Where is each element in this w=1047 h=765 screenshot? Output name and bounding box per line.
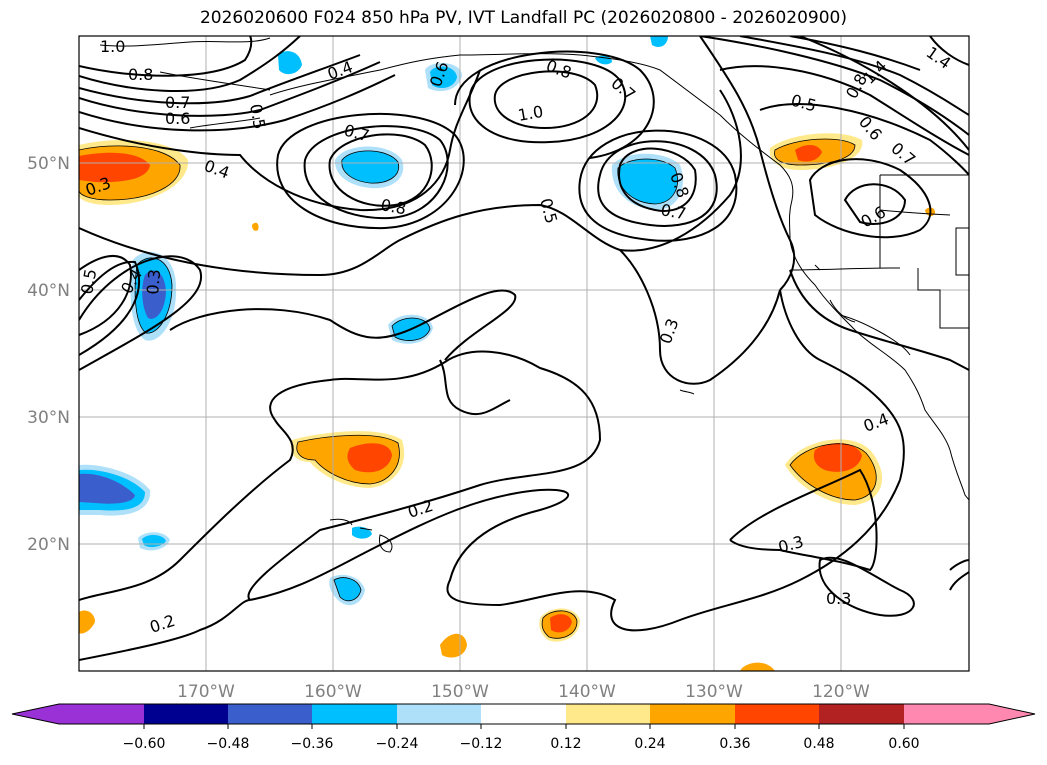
colorbar-segment [59, 704, 144, 724]
colorbar-segment [566, 704, 650, 724]
contour-label: 0.4 [325, 57, 355, 84]
colorbar-tick: −0.60 [123, 736, 166, 752]
lon-label-130w: 130°W [685, 682, 743, 702]
colorbar-tick: −0.12 [460, 736, 503, 752]
coastline-map [99, 37, 969, 553]
colorbar-segment [144, 704, 228, 724]
contour-label: 0.3 [826, 589, 851, 608]
contour-label: 0.8 [128, 65, 153, 84]
lat-label-30n: 30°N [27, 408, 70, 428]
pv-contours [79, 36, 969, 661]
colorbar-segment [819, 704, 904, 724]
colorbar-segment [228, 704, 312, 724]
colorbar-tick: 0.36 [719, 736, 750, 752]
graticule [79, 36, 969, 671]
contour-label: 0.6 [165, 109, 190, 128]
contour-label: 0.3 [143, 268, 164, 295]
colorbar: −0.60 −0.48 −0.36 −0.24 −0.12 0.12 0.24 … [11, 703, 1036, 752]
lat-label-50n: 50°N [27, 154, 70, 174]
lat-label-40n: 40°N [27, 281, 70, 301]
lon-label-160w: 160°W [304, 682, 362, 702]
contour-label: 1.0 [100, 37, 125, 56]
contour-label: 0.4 [861, 409, 891, 436]
colorbar-segment [397, 704, 481, 724]
contour-label: 0.3 [656, 316, 683, 346]
colorbar-tick: 0.24 [634, 736, 665, 752]
colorbar-outline [11, 703, 1036, 725]
colorbar-segment [904, 704, 989, 724]
contour-label: 0.5 [246, 102, 269, 130]
colorbar-min-arrow [12, 704, 59, 724]
contour-label: 0.3 [776, 532, 806, 557]
colorbar-segment [735, 704, 819, 724]
map-title: 2026020600 F024 850 hPa PV, IVT Landfall… [199, 8, 847, 28]
colorbar-segment [650, 704, 735, 724]
longitude-labels: 170°W 160°W 150°W 140°W 130°W 120°W [177, 682, 870, 702]
map-frame [78, 35, 970, 672]
contour-label: 0.7 [165, 93, 190, 112]
lon-label-150w: 150°W [431, 682, 489, 702]
contour-label: 0.7 [342, 121, 372, 146]
colorbar-tick: −0.36 [291, 736, 334, 752]
contour-label: 0.7 [607, 74, 639, 105]
lon-label-170w: 170°W [177, 682, 235, 702]
colorbar-tick: −0.48 [207, 736, 250, 752]
contour-label: 0.5 [789, 91, 819, 116]
colorbar-tick: 0.48 [803, 736, 834, 752]
pc-outlines [79, 138, 877, 639]
lon-label-120w: 120°W [812, 682, 870, 702]
colorbar-tick: 0.12 [550, 736, 581, 752]
colorbar-max-arrow [989, 704, 1035, 724]
contour-label: 1.0 [516, 102, 544, 125]
lon-label-140w: 140°W [558, 682, 616, 702]
contour-label: 0.7 [659, 200, 687, 223]
colorbar-segment [481, 704, 566, 724]
contour-labels: 1.0 0.8 0.7 0.6 0.4 0.5 0.6 0.8 1.0 0.7 … [77, 37, 954, 637]
contour-label: 0.5 [77, 267, 100, 295]
contour-label: 1.4 [923, 43, 955, 73]
latitude-labels: 50°N 40°N 30°N 20°N [27, 154, 70, 555]
contour-label: 0.6 [858, 202, 890, 231]
lat-label-20n: 20°N [27, 535, 70, 555]
colorbar-tick: 0.60 [888, 736, 919, 752]
contour-label: 0.7 [887, 139, 919, 170]
contour-label: 0.8 [379, 195, 407, 218]
pc-shading [79, 36, 936, 671]
colorbar-tick: −0.24 [376, 736, 419, 752]
contour-label: 0.2 [147, 611, 177, 637]
contour-label: 0.5 [536, 196, 561, 226]
colorbar-segment [312, 704, 397, 724]
